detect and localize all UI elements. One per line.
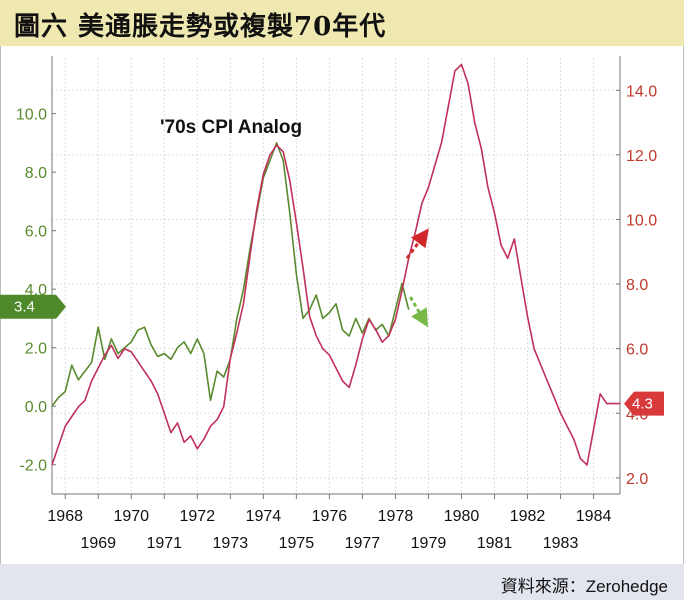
left-tick-label: 0.0: [25, 399, 47, 416]
projection-arrow-down: [409, 296, 429, 328]
chart-header: 圖六 美通脹走勢或複製70年代: [0, 0, 684, 46]
right-tick-label: 12.0: [626, 148, 657, 165]
right-current-badge: [624, 391, 664, 416]
x-tick-label-lower: 1979: [411, 535, 447, 552]
x-tick-label-lower: 1971: [146, 535, 182, 552]
x-tick-label-lower: 1981: [477, 535, 513, 552]
x-tick-label-upper: 1968: [47, 508, 83, 525]
left-tick-label: 6.0: [25, 224, 47, 241]
x-tick-label-upper: 1980: [444, 508, 480, 525]
grid-lines: [52, 58, 620, 494]
axes: [51, 56, 621, 499]
x-tick-label-upper: 1974: [246, 508, 282, 525]
x-tick-label-upper: 1976: [312, 508, 348, 525]
left-tick-label: 10.0: [16, 107, 47, 124]
left-tick-label: -2.0: [19, 458, 47, 475]
projection-arrow-up: [405, 228, 429, 260]
right-tick-label: 10.0: [626, 212, 657, 229]
right-tick-label: 14.0: [626, 83, 657, 100]
right-current-value: 4.3: [632, 396, 653, 413]
source-note: 資料來源：Zerohedge: [500, 577, 668, 596]
left-tick-label: 2.0: [25, 341, 47, 358]
right-tick-label: 2.0: [626, 471, 648, 488]
left-tick-label: 8.0: [25, 165, 47, 182]
chart-annotation: '70s CPI Analog: [160, 117, 302, 138]
right-tick-label: 8.0: [626, 277, 648, 294]
chart-title: 圖六 美通脹走勢或複製70年代: [14, 12, 387, 42]
right-tick-label: 6.0: [626, 342, 648, 359]
current-value-badges: 3.4 4.3: [0, 294, 664, 416]
x-tick-label-lower: 1973: [213, 535, 249, 552]
x-tick-label-lower: 1983: [543, 535, 579, 552]
x-tick-label-lower: 1969: [80, 535, 116, 552]
chart-footer: 資料來源：Zerohedge: [0, 564, 684, 600]
x-tick-label-upper: 1970: [113, 508, 149, 525]
x-tick-label-upper: 1978: [378, 508, 414, 525]
tick-labels: 10.08.06.04.02.00.0-2.014.012.010.08.06.…: [16, 83, 657, 552]
left-current-value: 3.4: [14, 299, 35, 316]
series-line-right-axis: [51, 63, 620, 466]
x-tick-label-lower: 1975: [279, 535, 315, 552]
series-lines: [51, 63, 620, 466]
x-tick-label-lower: 1977: [345, 535, 381, 552]
x-tick-label-upper: 1984: [576, 508, 612, 525]
x-tick-label-upper: 1982: [510, 508, 546, 525]
projection-arrows: [405, 228, 429, 328]
x-tick-label-upper: 1972: [180, 508, 216, 525]
left-current-badge: [0, 294, 66, 319]
